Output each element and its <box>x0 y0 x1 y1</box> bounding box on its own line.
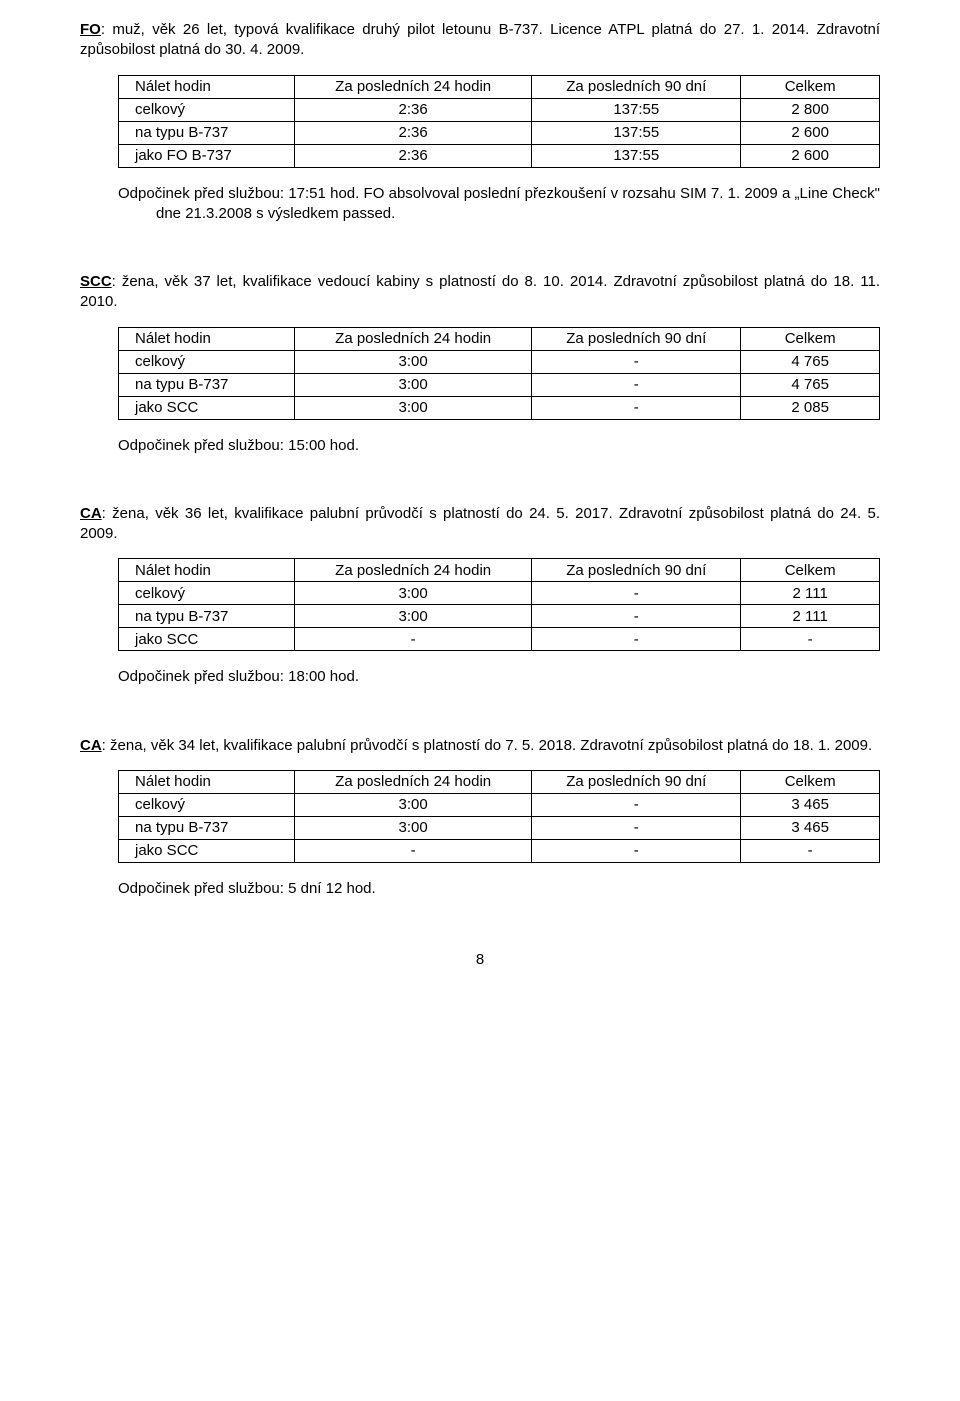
table-header-row: Nálet hodin Za posledních 24 hodin Za po… <box>119 559 880 582</box>
ca2-label: CA <box>80 737 102 754</box>
th: Za posledních 24 hodin <box>295 75 532 98</box>
table-header-row: Nálet hodin Za posledních 24 hodin Za po… <box>119 327 880 350</box>
fo-intro-text: : muž, věk 26 let, typová kvalifikace dr… <box>80 21 880 58</box>
table-row: jako SCC 3:00 - 2 085 <box>119 396 880 419</box>
scc-label: SCC <box>80 273 112 290</box>
ca1-label: CA <box>80 505 102 522</box>
table-row: na typu B-737 2:36 137:55 2 600 <box>119 121 880 144</box>
table-row: celkový 3:00 - 4 765 <box>119 350 880 373</box>
scc-table: Nálet hodin Za posledních 24 hodin Za po… <box>118 327 880 420</box>
ca1-intro-text: : žena, věk 36 let, kvalifikace palubní … <box>80 505 880 542</box>
table-row: na typu B-737 3:00 - 4 765 <box>119 373 880 396</box>
ca1-rest: Odpočinek před službou: 18:00 hod. <box>118 667 880 687</box>
table-row: na typu B-737 3:00 - 3 465 <box>119 816 880 839</box>
ca2-intro-text: : žena, věk 34 let, kvalifikace palubní … <box>102 737 873 754</box>
scc-rest: Odpočinek před službou: 15:00 hod. <box>118 436 880 456</box>
table-row: jako FO B-737 2:36 137:55 2 600 <box>119 144 880 167</box>
th: Nálet hodin <box>119 75 295 98</box>
scc-intro-text: : žena, věk 37 let, kvalifikace vedoucí … <box>80 273 880 310</box>
fo-intro: FO: muž, věk 26 let, typová kvalifikace … <box>80 20 880 61</box>
ca2-rest: Odpočinek před službou: 5 dní 12 hod. <box>118 879 880 899</box>
table-row: celkový 3:00 - 3 465 <box>119 793 880 816</box>
table-row: jako SCC - - - <box>119 628 880 651</box>
scc-intro: SCC: žena, věk 37 let, kvalifikace vedou… <box>80 272 880 313</box>
table-header-row: Nálet hodin Za posledních 24 hodin Za po… <box>119 770 880 793</box>
fo-rest: Odpočinek před službou: 17:51 hod. FO ab… <box>118 184 880 225</box>
table-row: celkový 3:00 - 2 111 <box>119 582 880 605</box>
ca2-table: Nálet hodin Za posledních 24 hodin Za po… <box>118 770 880 863</box>
fo-table: Nálet hodin Za posledních 24 hodin Za po… <box>118 75 880 168</box>
th: Celkem <box>741 75 880 98</box>
table-row: jako SCC - - - <box>119 839 880 862</box>
ca1-table: Nálet hodin Za posledních 24 hodin Za po… <box>118 558 880 651</box>
ca1-intro: CA: žena, věk 36 let, kvalifikace palubn… <box>80 504 880 545</box>
page-number: 8 <box>80 951 880 968</box>
table-header-row: Nálet hodin Za posledních 24 hodin Za po… <box>119 75 880 98</box>
table-row: celkový 2:36 137:55 2 800 <box>119 98 880 121</box>
th: Za posledních 90 dní <box>532 75 741 98</box>
ca2-intro: CA: žena, věk 34 let, kvalifikace palubn… <box>80 736 880 756</box>
table-row: na typu B-737 3:00 - 2 111 <box>119 605 880 628</box>
fo-label: FO <box>80 21 101 38</box>
